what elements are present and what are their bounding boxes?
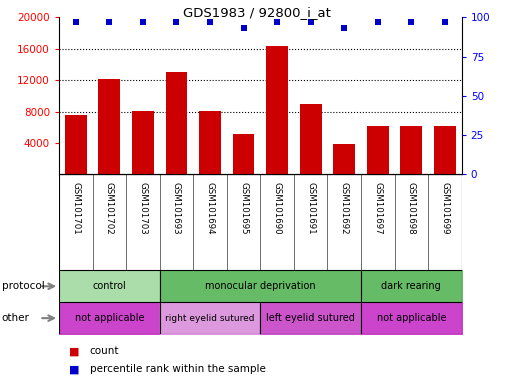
- Bar: [233, 134, 254, 174]
- Text: GSM101701: GSM101701: [71, 182, 80, 235]
- Point: [373, 19, 382, 25]
- Point: [139, 19, 147, 25]
- Text: GSM101699: GSM101699: [441, 182, 449, 235]
- Bar: [98, 79, 120, 174]
- Bar: [333, 144, 355, 174]
- Text: GSM101703: GSM101703: [139, 182, 147, 235]
- Point: [172, 19, 181, 25]
- Point: [72, 19, 80, 25]
- Point: [441, 19, 449, 25]
- Text: protocol: protocol: [2, 281, 44, 291]
- Bar: [401, 126, 422, 174]
- Text: count: count: [90, 346, 120, 356]
- Text: monocular deprivation: monocular deprivation: [205, 281, 315, 291]
- Text: GSM101693: GSM101693: [172, 182, 181, 235]
- Point: [273, 19, 281, 25]
- Point: [407, 19, 416, 25]
- Bar: [300, 104, 322, 174]
- Bar: [434, 126, 456, 174]
- Text: not applicable: not applicable: [74, 313, 144, 323]
- Text: GSM101702: GSM101702: [105, 182, 114, 235]
- Bar: [65, 116, 87, 174]
- Text: control: control: [92, 281, 126, 291]
- Bar: [199, 111, 221, 174]
- Text: not applicable: not applicable: [377, 313, 446, 323]
- Text: GSM101692: GSM101692: [340, 182, 349, 235]
- Text: left eyelid sutured: left eyelid sutured: [266, 313, 355, 323]
- Text: GSM101695: GSM101695: [239, 182, 248, 235]
- Bar: [132, 111, 154, 174]
- Text: GSM101690: GSM101690: [272, 182, 282, 235]
- Point: [340, 25, 348, 31]
- Text: GSM101694: GSM101694: [206, 182, 214, 235]
- Text: GSM101691: GSM101691: [306, 182, 315, 235]
- Text: right eyelid sutured: right eyelid sutured: [165, 314, 255, 323]
- Point: [206, 19, 214, 25]
- Text: ■: ■: [69, 364, 80, 374]
- Text: percentile rank within the sample: percentile rank within the sample: [90, 364, 266, 374]
- Text: GDS1983 / 92800_i_at: GDS1983 / 92800_i_at: [183, 6, 330, 19]
- Point: [105, 19, 113, 25]
- Point: [240, 25, 248, 31]
- Text: ■: ■: [69, 346, 80, 356]
- Bar: [367, 126, 389, 174]
- Text: GSM101697: GSM101697: [373, 182, 382, 235]
- Text: dark rearing: dark rearing: [382, 281, 441, 291]
- Text: other: other: [2, 313, 29, 323]
- Bar: [166, 72, 187, 174]
- Bar: [266, 46, 288, 174]
- Text: GSM101698: GSM101698: [407, 182, 416, 235]
- Point: [307, 19, 315, 25]
